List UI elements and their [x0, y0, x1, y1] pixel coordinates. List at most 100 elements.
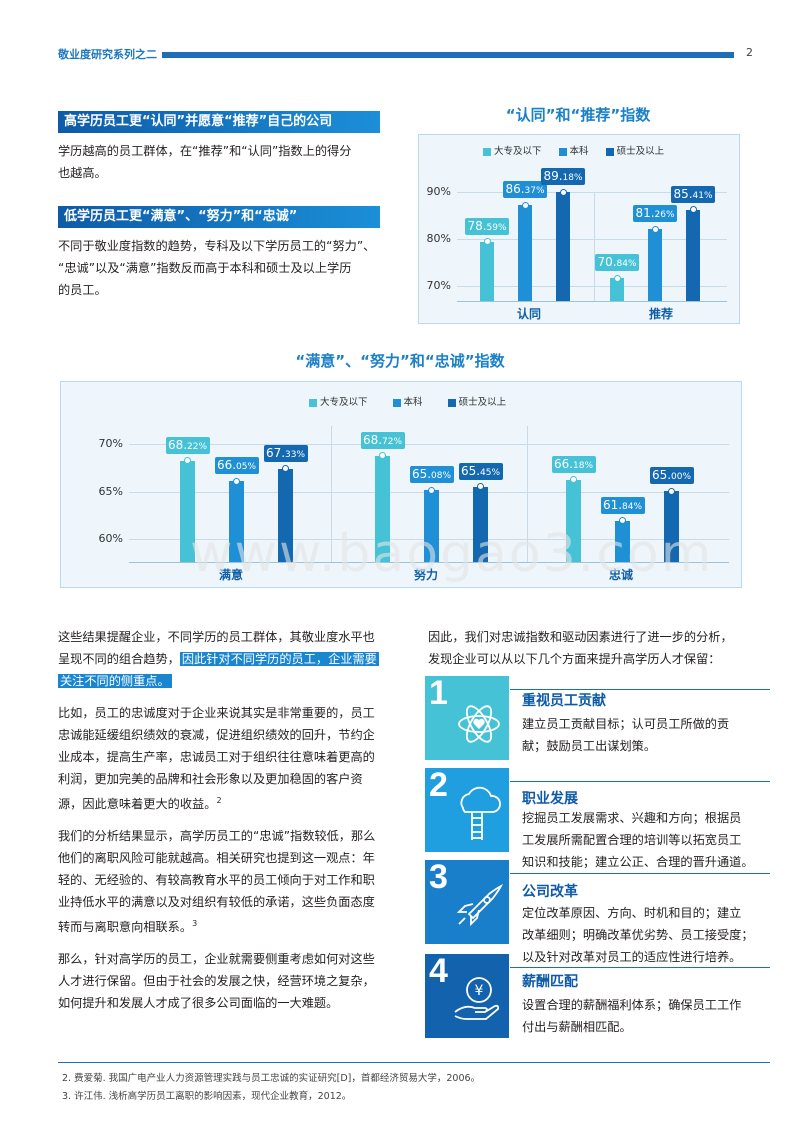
bar-硕士及以上-满意: [278, 468, 293, 562]
bar-硕士及以上-推荐: [686, 209, 700, 301]
item-number: 4: [429, 952, 448, 990]
section1-line: 也越高。: [58, 166, 107, 180]
paragraph-line: 那么，针对高学历的员工，企业就需要侧重考虑如何对这些: [58, 952, 375, 967]
bar-硕士及以上-认同: [556, 192, 570, 301]
data-label: 65.08%: [409, 466, 454, 484]
data-label-dec: 00%: [671, 472, 692, 482]
data-label: 86.37%: [503, 181, 547, 199]
data-label-int: 65.: [651, 468, 672, 482]
item-1-card: 1: [425, 674, 509, 760]
item-line: 以及针对改革对员工的适应性进行培养。: [522, 950, 742, 964]
value-marker: [570, 476, 577, 484]
chart1-box: 大专及以下 本科 硕士及以上 90% 80% 70% 认同 推荐 78.59% 8…: [418, 134, 740, 324]
value-marker: [619, 517, 626, 525]
paragraph-line: 轻的、无经验的、有较高教育水平的员工倾向于对工作和职: [58, 873, 375, 888]
item-number: 1: [429, 674, 448, 712]
legend-label: 本科: [403, 397, 423, 408]
paragraph-line: 他们的离职风险可能就越高。相关研究也提到这一观点：年: [58, 851, 375, 866]
page-number: 2: [746, 46, 753, 59]
value-marker: [689, 206, 697, 214]
data-label-dec: 22%: [187, 441, 208, 452]
paragraph-line: 业成本，提高生产率，忠诚员工对于组织往往意味着更高的: [58, 750, 375, 764]
data-label: 61.84%: [600, 496, 645, 514]
highlight-text: 因此针对不同学历的员工，企业需要: [179, 652, 379, 666]
data-label-dec: 18%: [562, 173, 583, 184]
legend-label: 本科: [569, 146, 589, 157]
value-marker: [233, 477, 240, 485]
bar-大专及以下-忠诚: [566, 479, 581, 562]
value-marker: [521, 201, 529, 209]
data-label-int: 61.: [602, 497, 623, 512]
data-label-dec: 59%: [486, 222, 507, 233]
paragraph-line: 这些结果提醒企业，不同学历的员工群体，其敬业度水平也: [58, 630, 375, 644]
section1-line: 学历越高的员工群体，在“推荐”和“认同”指数上的得分: [58, 144, 352, 158]
gridline: [457, 192, 727, 193]
footnote-divider: [58, 1062, 770, 1063]
legend-label: 大专及以下: [494, 146, 542, 157]
bar-本科-努力: [424, 490, 439, 562]
footnote-ref: 2: [216, 796, 222, 805]
value-marker: [282, 465, 289, 473]
item-line: 建立员工贡献目标；认可员工所做的贡: [522, 717, 730, 731]
bar-大专及以下-满意: [180, 460, 195, 562]
item-line: 献；鼓励员工出谋划策。: [522, 739, 657, 753]
value-marker: [559, 188, 567, 196]
item-title: 公司改革: [522, 884, 578, 900]
data-label: 65.45%: [458, 462, 503, 480]
y-tick: 70%: [98, 437, 123, 450]
data-label: 78.59%: [465, 217, 509, 235]
paragraph-line: 比如，员工的忠诚度对于企业来说其实是非常重要的，员工: [58, 706, 375, 720]
value-marker: [668, 487, 675, 495]
right-intro: 因此，我们对忠诚指数和驱动因素进行了进一步的分析， 发现企业可以从以下几个方面来…: [428, 626, 758, 670]
category-label: 忠诚: [608, 568, 633, 582]
paragraph-fragment: 呈现不同的组合趋势，: [58, 652, 180, 666]
value-marker: [428, 486, 435, 494]
chart2-box: 大专及以下 本科 硕士及以上 70% 65% 60% 满意 努力 忠诚 68.2…: [60, 381, 742, 588]
y-tick: 65%: [98, 485, 123, 498]
header-bar: [162, 52, 734, 58]
data-label: 66.18%: [551, 455, 596, 473]
item-line: 工发展所需配置合理的培训等以拓宽员工: [522, 833, 742, 847]
category-label: 推荐: [648, 307, 673, 321]
item-line: 设置合理的薪酬福利体系；确保员工工作: [522, 998, 742, 1012]
item-divider: [510, 967, 770, 968]
legend-swatch: [483, 147, 491, 156]
data-label-dec: 45%: [480, 467, 501, 478]
data-label-dec: 18%: [573, 460, 594, 471]
data-label-int: 85.: [673, 186, 693, 201]
gridline: [129, 444, 729, 445]
section1-heading: 高学历员工更“认同”并愿意“推荐”自己的公司: [58, 111, 380, 133]
item-body: 设置合理的薪酬福利体系；确保员工工作 付出与薪酬相匹配。: [522, 994, 772, 1038]
data-label: 65.00%: [649, 467, 694, 484]
data-label-int: 70.: [597, 255, 617, 270]
data-label-int: 89.: [543, 169, 563, 184]
data-label-int: 81.: [635, 206, 655, 221]
series-title: 敬业度研究系列之二: [58, 48, 157, 61]
y-tick: 60%: [98, 532, 123, 545]
paragraph-fragment: 转而与离职意向相联系。: [58, 920, 193, 935]
item-line: 定位改革原因、方向、时机和目的；建立: [522, 906, 742, 920]
paragraph-line: 因此，我们对忠诚指数和驱动因素进行了进一步的分析，: [428, 630, 733, 644]
section2-body: 不同于敬业度指数的趋势，专科及以下学历员工的“努力”、 “忠诚”以及“满意”指数…: [58, 235, 398, 301]
atom-heart-icon: [458, 705, 500, 743]
chart2-title: “满意”、“努力”和“忠诚”指数: [295, 352, 505, 370]
category-label: 满意: [218, 568, 243, 582]
item-number: 3: [429, 858, 448, 896]
item-3-card: 3: [425, 858, 509, 944]
legend-swatch: [447, 398, 456, 407]
cloud-ladder-icon: [460, 786, 501, 840]
data-label-dec: 37%: [524, 186, 545, 197]
bar-本科-忠诚: [615, 520, 630, 562]
data-label-dec: 08%: [431, 471, 452, 482]
item-2-card: 2: [425, 766, 509, 852]
bar-本科-认同: [518, 205, 532, 301]
data-label-int: 65.: [411, 467, 432, 482]
watermark: www.baogao3.com: [190, 524, 714, 584]
x-axis: [457, 301, 727, 302]
paragraph-line: 如何提升和发展人才成了很多公司面临的一大难题。: [58, 996, 339, 1011]
data-label-int: 68.: [362, 432, 383, 447]
bar-大专及以下-努力: [375, 455, 390, 562]
bar-本科-推荐: [648, 229, 662, 301]
section1-body: 学历越高的员工群体，在“推荐”和“认同”指数上的得分 也越高。: [58, 140, 388, 184]
item-title: 职业发展: [522, 791, 578, 807]
